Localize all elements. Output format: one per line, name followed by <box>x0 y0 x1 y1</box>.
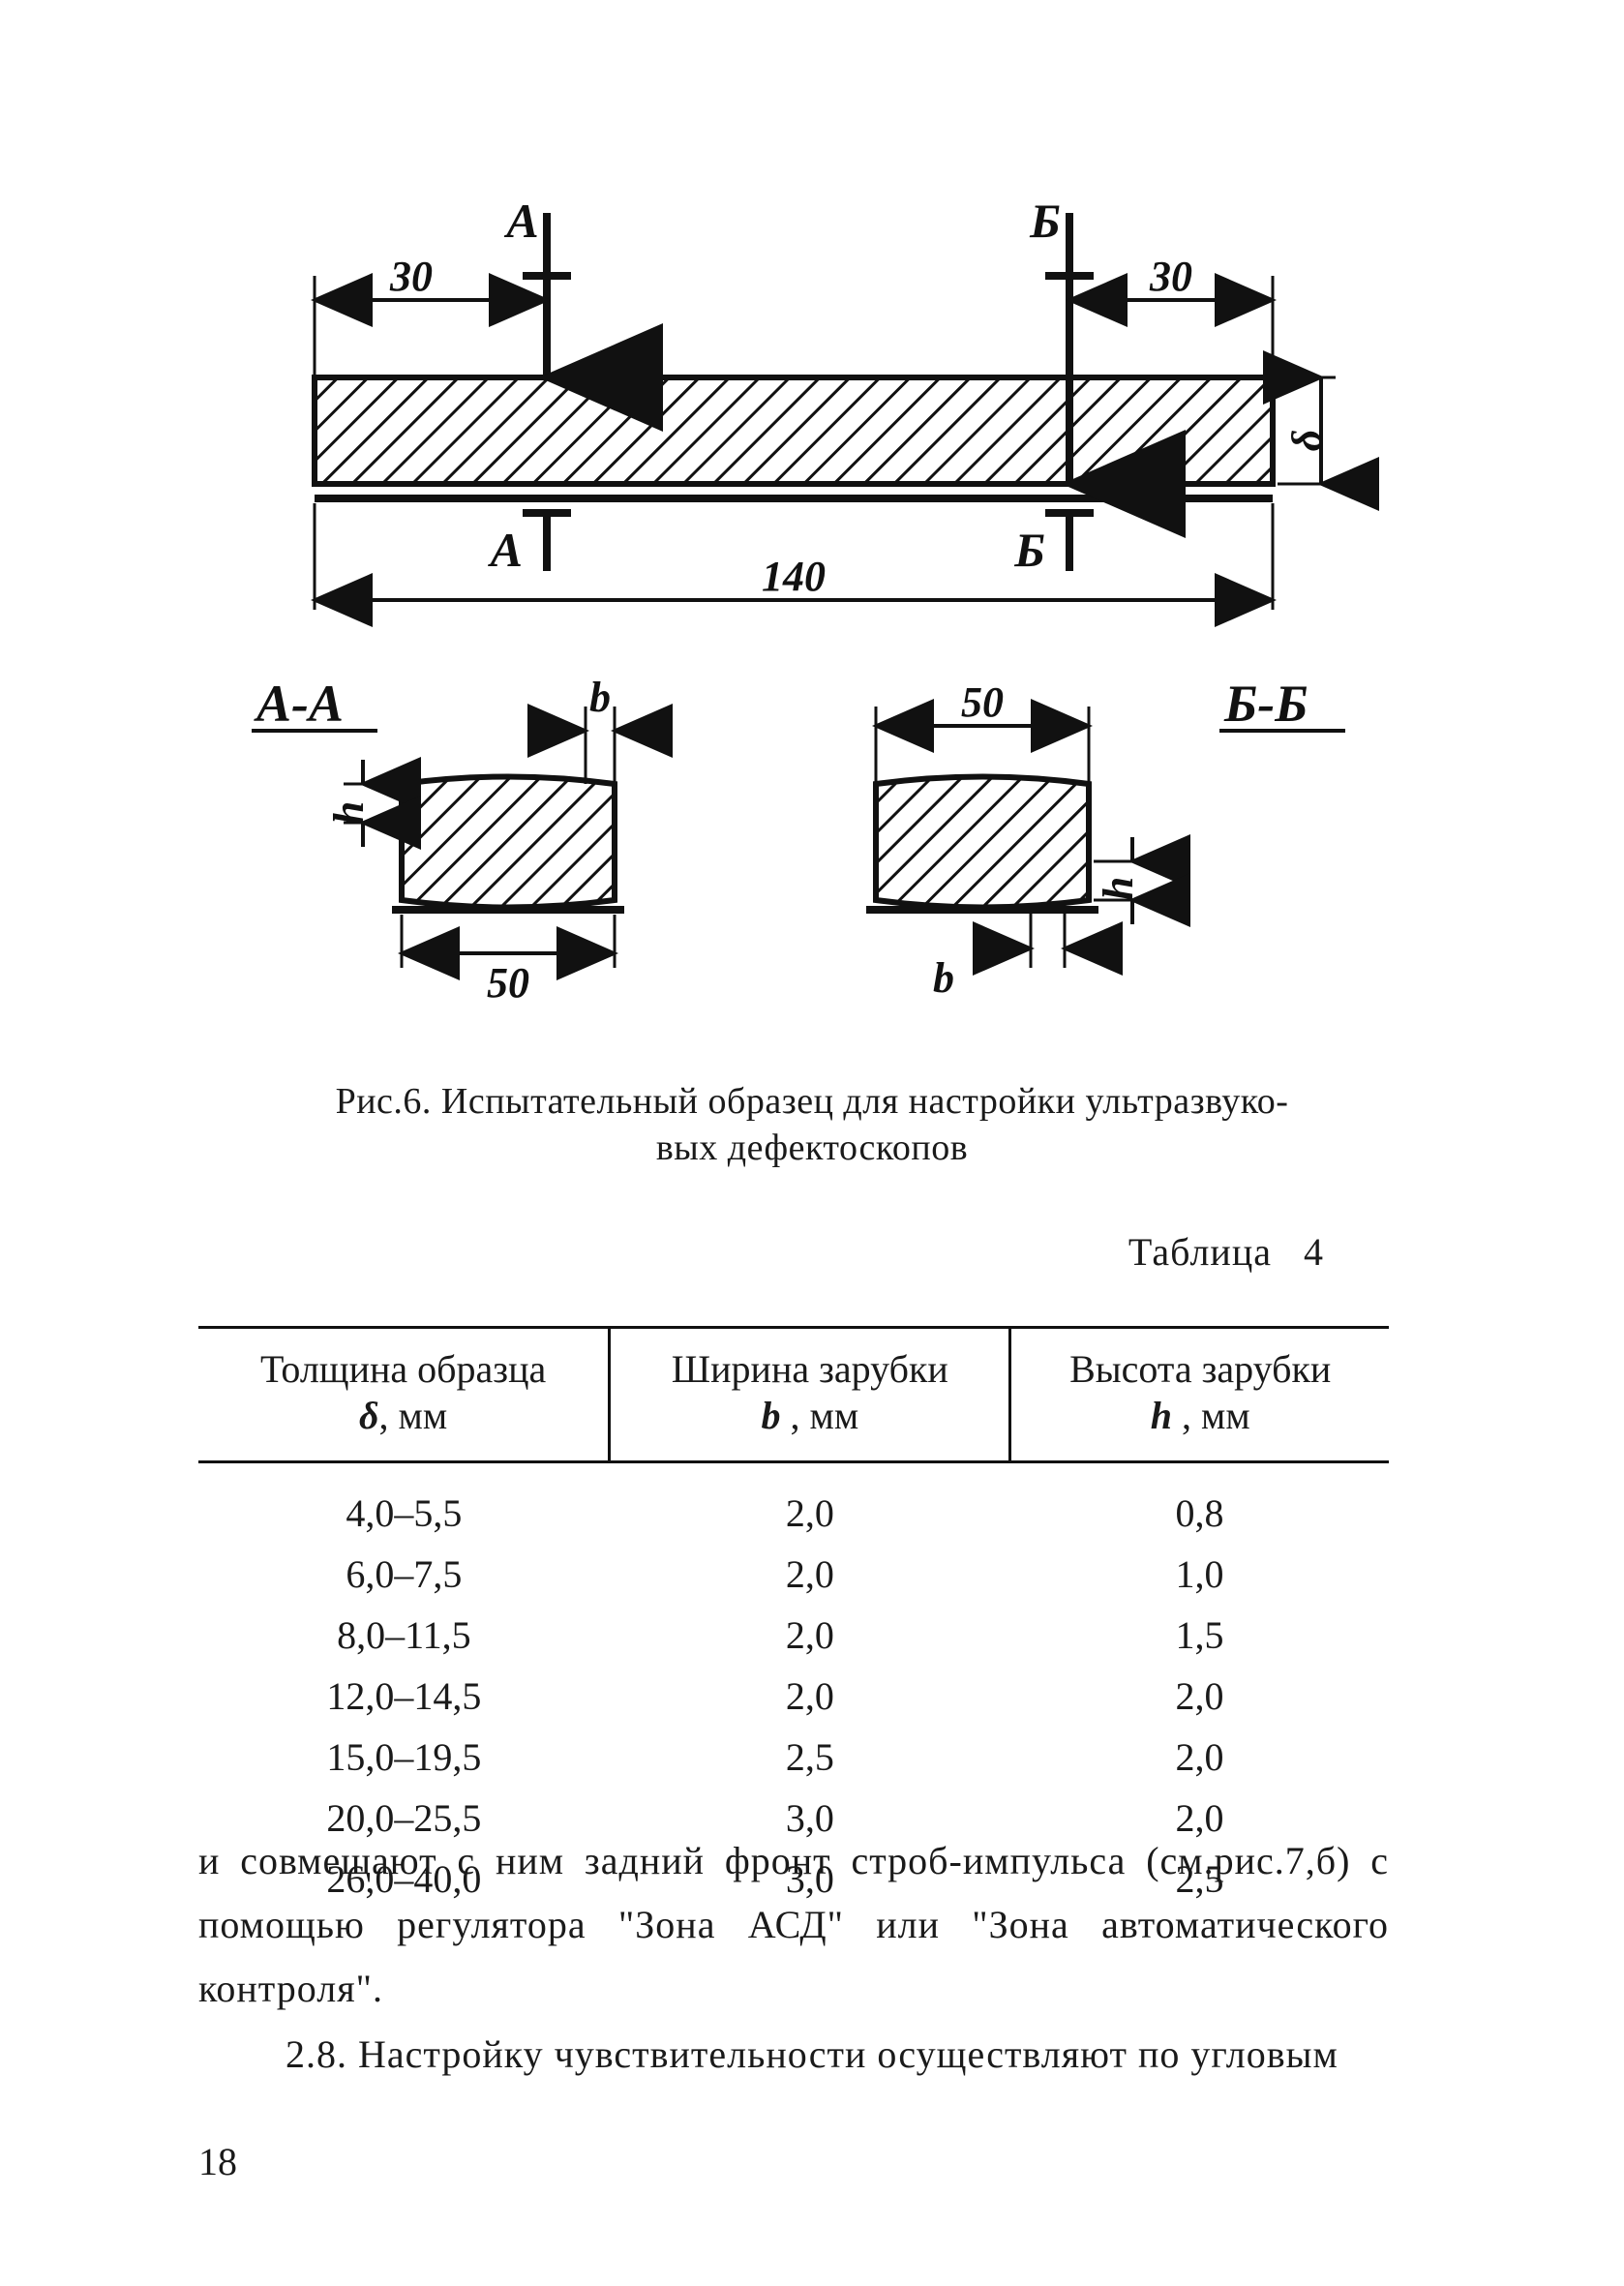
table-cell: 2,0 <box>610 1544 1010 1605</box>
dim-30-right: 30 <box>1069 253 1273 377</box>
svg-text:30: 30 <box>389 253 433 300</box>
table-row: 15,0–19,52,52,0 <box>198 1727 1389 1788</box>
table-header-row: Толщина образца δ, мм Ширина зарубки b ,… <box>198 1328 1389 1462</box>
svg-text:Б: Б <box>1013 523 1045 577</box>
dim-30-left: 30 <box>315 253 547 377</box>
col-header-thickness: Толщина образца δ, мм <box>198 1328 610 1462</box>
section-A: b h 50 <box>325 674 644 1007</box>
section-mark-B-bottom: Б <box>1013 513 1094 577</box>
page-number: 18 <box>198 2139 237 2184</box>
svg-text:b: b <box>933 954 954 1002</box>
section-label-AA: А-А <box>254 675 344 733</box>
specimen-bar <box>315 377 1273 484</box>
section-label-BB: Б-Б <box>1223 675 1308 733</box>
table-cell: 2,0 <box>610 1605 1010 1666</box>
page: А Б 30 <box>0 0 1624 2286</box>
figure-caption: Рис.6. Испытательный образец для настрой… <box>0 1079 1624 1171</box>
table-title-word: Таблица <box>1128 1230 1272 1274</box>
table-cell: 2,5 <box>610 1727 1010 1788</box>
table-row: 4,0–5,52,00,8 <box>198 1462 1389 1545</box>
table-cell: 15,0–19,5 <box>198 1727 610 1788</box>
svg-text:А: А <box>488 523 523 577</box>
caption-line1: Рис.6. Испытательный образец для настрой… <box>336 1081 1289 1122</box>
table-cell: 2,0 <box>1010 1727 1389 1788</box>
section-mark-A-top: А <box>503 194 571 377</box>
section-mark-A-bottom: А <box>488 513 571 577</box>
table-title-num: 4 <box>1304 1230 1324 1274</box>
svg-text:50: 50 <box>961 678 1004 726</box>
svg-text:h: h <box>1095 877 1142 900</box>
table-row: 12,0–14,52,02,0 <box>198 1666 1389 1727</box>
table-cell: 0,8 <box>1010 1462 1389 1545</box>
table-row: 6,0–7,52,01,0 <box>198 1544 1389 1605</box>
table-cell: 2,0 <box>610 1462 1010 1545</box>
figure-6: А Б 30 <box>198 184 1389 1026</box>
table-cell: 12,0–14,5 <box>198 1666 610 1727</box>
table-cell: 2,0 <box>1010 1666 1389 1727</box>
table-row: 8,0–11,52,01,5 <box>198 1605 1389 1666</box>
table-4: Толщина образца δ, мм Ширина зарубки b ,… <box>198 1326 1389 1910</box>
table-cell: 4,0–5,5 <box>198 1462 610 1545</box>
svg-text:140: 140 <box>762 553 826 600</box>
col-header-height: Высота зарубки h , мм <box>1010 1328 1389 1462</box>
caption-line2: вых дефектоскопов <box>656 1128 968 1168</box>
paragraph-1: и совмещают с ним задний фронт строб-имп… <box>198 1829 1389 2021</box>
col-header-width: Ширина зарубки b , мм <box>610 1328 1010 1462</box>
svg-text:50: 50 <box>487 959 529 1007</box>
svg-text:30: 30 <box>1149 253 1192 300</box>
dim-140: 140 <box>315 503 1273 610</box>
svg-text:h: h <box>325 801 373 825</box>
paragraph-2: 2.8. Настройку чувствительности осуществ… <box>198 2023 1389 2087</box>
table-title: Таблица 4 <box>1128 1229 1324 1275</box>
table-cell: 6,0–7,5 <box>198 1544 610 1605</box>
dim-delta: δ <box>1278 377 1336 484</box>
svg-text:δ: δ <box>1283 430 1331 452</box>
table-cell: 8,0–11,5 <box>198 1605 610 1666</box>
table-cell: 2,0 <box>610 1666 1010 1727</box>
svg-text:А: А <box>503 194 538 248</box>
table-cell: 1,5 <box>1010 1605 1389 1666</box>
svg-text:b: b <box>589 674 611 721</box>
table-cell: 1,0 <box>1010 1544 1389 1605</box>
figure-svg: А Б 30 <box>198 184 1389 1026</box>
section-B: 50 h b <box>866 678 1152 1002</box>
svg-text:Б: Б <box>1029 194 1061 248</box>
